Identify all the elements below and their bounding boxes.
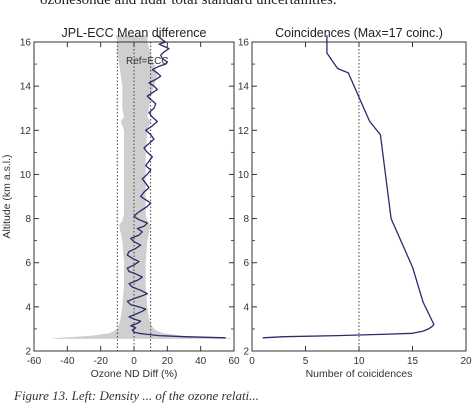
y-tick-label: 14 <box>20 82 32 93</box>
y-tick-label: 16 <box>20 38 32 49</box>
y-tick-label: 6 <box>243 258 249 269</box>
x-tick-label: 20 <box>162 356 174 367</box>
y-tick-label: 4 <box>243 302 249 313</box>
x-tick-label: 0 <box>131 356 137 367</box>
panel-title: Coincidences (Max=17 coinc.) <box>275 26 443 40</box>
y-tick-label: 2 <box>25 347 31 358</box>
x-tick-label: 15 <box>407 356 419 367</box>
panel-left: -60 -40 -20 0 20 40 60 2 4 6 8 10 12 14 16 JPL-ECC Mean… <box>1 26 240 380</box>
uncertainty-band <box>50 35 235 339</box>
top-cutoff-text-content: ozonesonde and lidar total standard unce… <box>40 0 337 8</box>
y-tick-label: 8 <box>25 214 31 225</box>
ref-annotation: Ref=ECC <box>126 56 169 67</box>
x-tick-label: -60 <box>27 356 42 367</box>
y-tick-label: 10 <box>20 170 32 181</box>
y-tick-label: 12 <box>20 126 32 137</box>
x-tick-label: -20 <box>93 356 108 367</box>
y-tick-label: 2 <box>243 347 249 358</box>
series-line-0 <box>126 34 226 339</box>
y-tick-label: 16 <box>238 38 250 49</box>
x-tick-label: 0 <box>249 356 255 367</box>
series-line-0 <box>262 35 435 339</box>
y-tick-label: 10 <box>238 170 250 181</box>
x-tick-label: 10 <box>353 356 365 367</box>
panel-right: 0 5 10 15 20 2 4 6 8 10 12 14 16 Coincidences (Max=17… <box>238 26 472 380</box>
figure-caption: Figure 13. Left: Density ... of the ozon… <box>14 388 259 403</box>
x-tick-label: -40 <box>60 356 75 367</box>
y-axis-label: Altitude (km a.s.l.) <box>1 154 13 238</box>
panel-title: JPL-ECC Mean difference <box>62 26 207 40</box>
top-cutoff-text: ozonesonde and lidar total standard unce… <box>0 0 474 14</box>
x-tick-label: 40 <box>195 356 207 367</box>
x-tick-label: 5 <box>303 356 309 367</box>
x-tick-label: 20 <box>460 356 472 367</box>
x-axis-label: Number of coicidences <box>306 368 413 380</box>
y-tick-label: 12 <box>238 126 250 137</box>
x-axis-label: Ozone ND Diff (%) <box>91 368 178 380</box>
y-tick-label: 4 <box>25 302 31 313</box>
y-tick-label: 14 <box>238 82 250 93</box>
x-tick-label: 60 <box>228 356 240 367</box>
y-tick-label: 6 <box>25 258 31 269</box>
y-tick-label: 8 <box>243 214 249 225</box>
